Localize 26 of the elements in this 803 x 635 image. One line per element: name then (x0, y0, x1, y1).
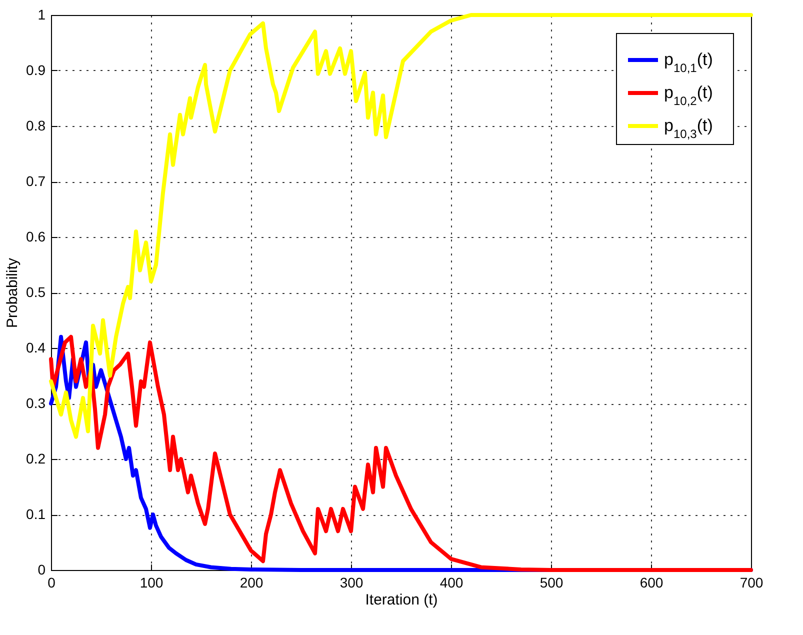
y-tick-label: 0.2 (26, 450, 46, 466)
x-tick-label: 100 (140, 574, 164, 590)
line-series (49, 13, 753, 439)
y-tick-label: 0.1 (26, 506, 46, 522)
x-tick-label: 700 (740, 574, 764, 590)
x-axis-title: Iteration (t) (365, 592, 438, 608)
y-tick-label: 0.7 (26, 173, 46, 189)
y-axis-title: Probability (4, 257, 22, 328)
y-tick-label: 0.9 (26, 62, 46, 78)
x-tick-label: 0 (48, 574, 56, 590)
y-tick-label: 0.5 (26, 284, 46, 300)
x-tick-label: 600 (640, 574, 664, 590)
legend-label: p$_{10,2}$(t) (664, 83, 713, 108)
y-tick-label: 1 (38, 6, 46, 22)
y-tick-label: 0.4 (26, 340, 46, 356)
y-tick-label: 0 (38, 562, 46, 578)
x-tick-label: 200 (240, 574, 264, 590)
legend-label: p$_{10,3}$(t) (664, 116, 713, 141)
line-series (49, 334, 753, 572)
y-tick-label: 0.8 (26, 118, 46, 134)
y-tick-label: 0.3 (26, 395, 46, 411)
x-tick-label: 400 (440, 574, 464, 590)
y-tick-label: 0.6 (26, 228, 46, 244)
legend-label: p$_{10,1}$(t) (664, 50, 713, 75)
x-tick-label: 500 (540, 574, 564, 590)
x-tick-label: 300 (340, 574, 364, 590)
